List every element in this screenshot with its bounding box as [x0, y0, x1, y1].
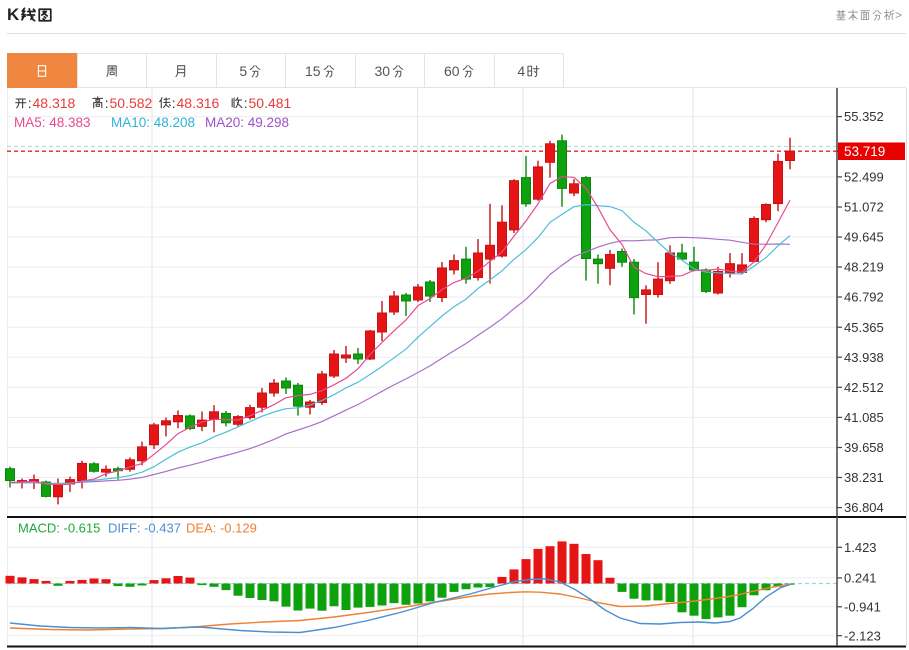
svg-text:MA5: 48.383: MA5: 48.383: [14, 115, 91, 130]
svg-text:48.219: 48.219: [844, 260, 884, 275]
svg-text:46.792: 46.792: [844, 290, 884, 305]
svg-text:52.499: 52.499: [844, 170, 884, 185]
svg-text:38.231: 38.231: [844, 470, 884, 485]
svg-text:MA20: 49.298: MA20: 49.298: [205, 115, 289, 130]
svg-text:51.072: 51.072: [844, 200, 884, 215]
svg-text::: :: [28, 95, 32, 111]
svg-text:43.938: 43.938: [844, 350, 884, 365]
svg-text:-0.941: -0.941: [844, 599, 881, 614]
svg-text:36.804: 36.804: [844, 500, 884, 515]
svg-text:48.316: 48.316: [177, 95, 220, 111]
svg-text:45.365: 45.365: [844, 320, 884, 335]
svg-text:41.085: 41.085: [844, 410, 884, 425]
svg-text:MA10: 48.208: MA10: 48.208: [111, 115, 195, 130]
svg-text:-2.123: -2.123: [844, 628, 881, 643]
svg-text:50.481: 50.481: [249, 95, 292, 111]
svg-text:MACD: -0.615: MACD: -0.615: [18, 521, 100, 536]
svg-text::: :: [172, 95, 176, 111]
svg-text:42.512: 42.512: [844, 380, 884, 395]
svg-text:0.241: 0.241: [844, 571, 877, 586]
svg-text::: :: [244, 95, 248, 111]
svg-text:55.352: 55.352: [844, 109, 884, 124]
svg-text:39.658: 39.658: [844, 440, 884, 455]
svg-text:50.582: 50.582: [110, 95, 153, 111]
svg-text:48.318: 48.318: [33, 95, 76, 111]
svg-text:53.719: 53.719: [844, 144, 885, 159]
svg-text:1.423: 1.423: [844, 540, 877, 555]
svg-text:DIFF: -0.437: DIFF: -0.437: [108, 521, 181, 536]
svg-text::: :: [105, 95, 109, 111]
svg-text:DEA: -0.129: DEA: -0.129: [186, 521, 257, 536]
svg-text:49.645: 49.645: [844, 230, 884, 245]
